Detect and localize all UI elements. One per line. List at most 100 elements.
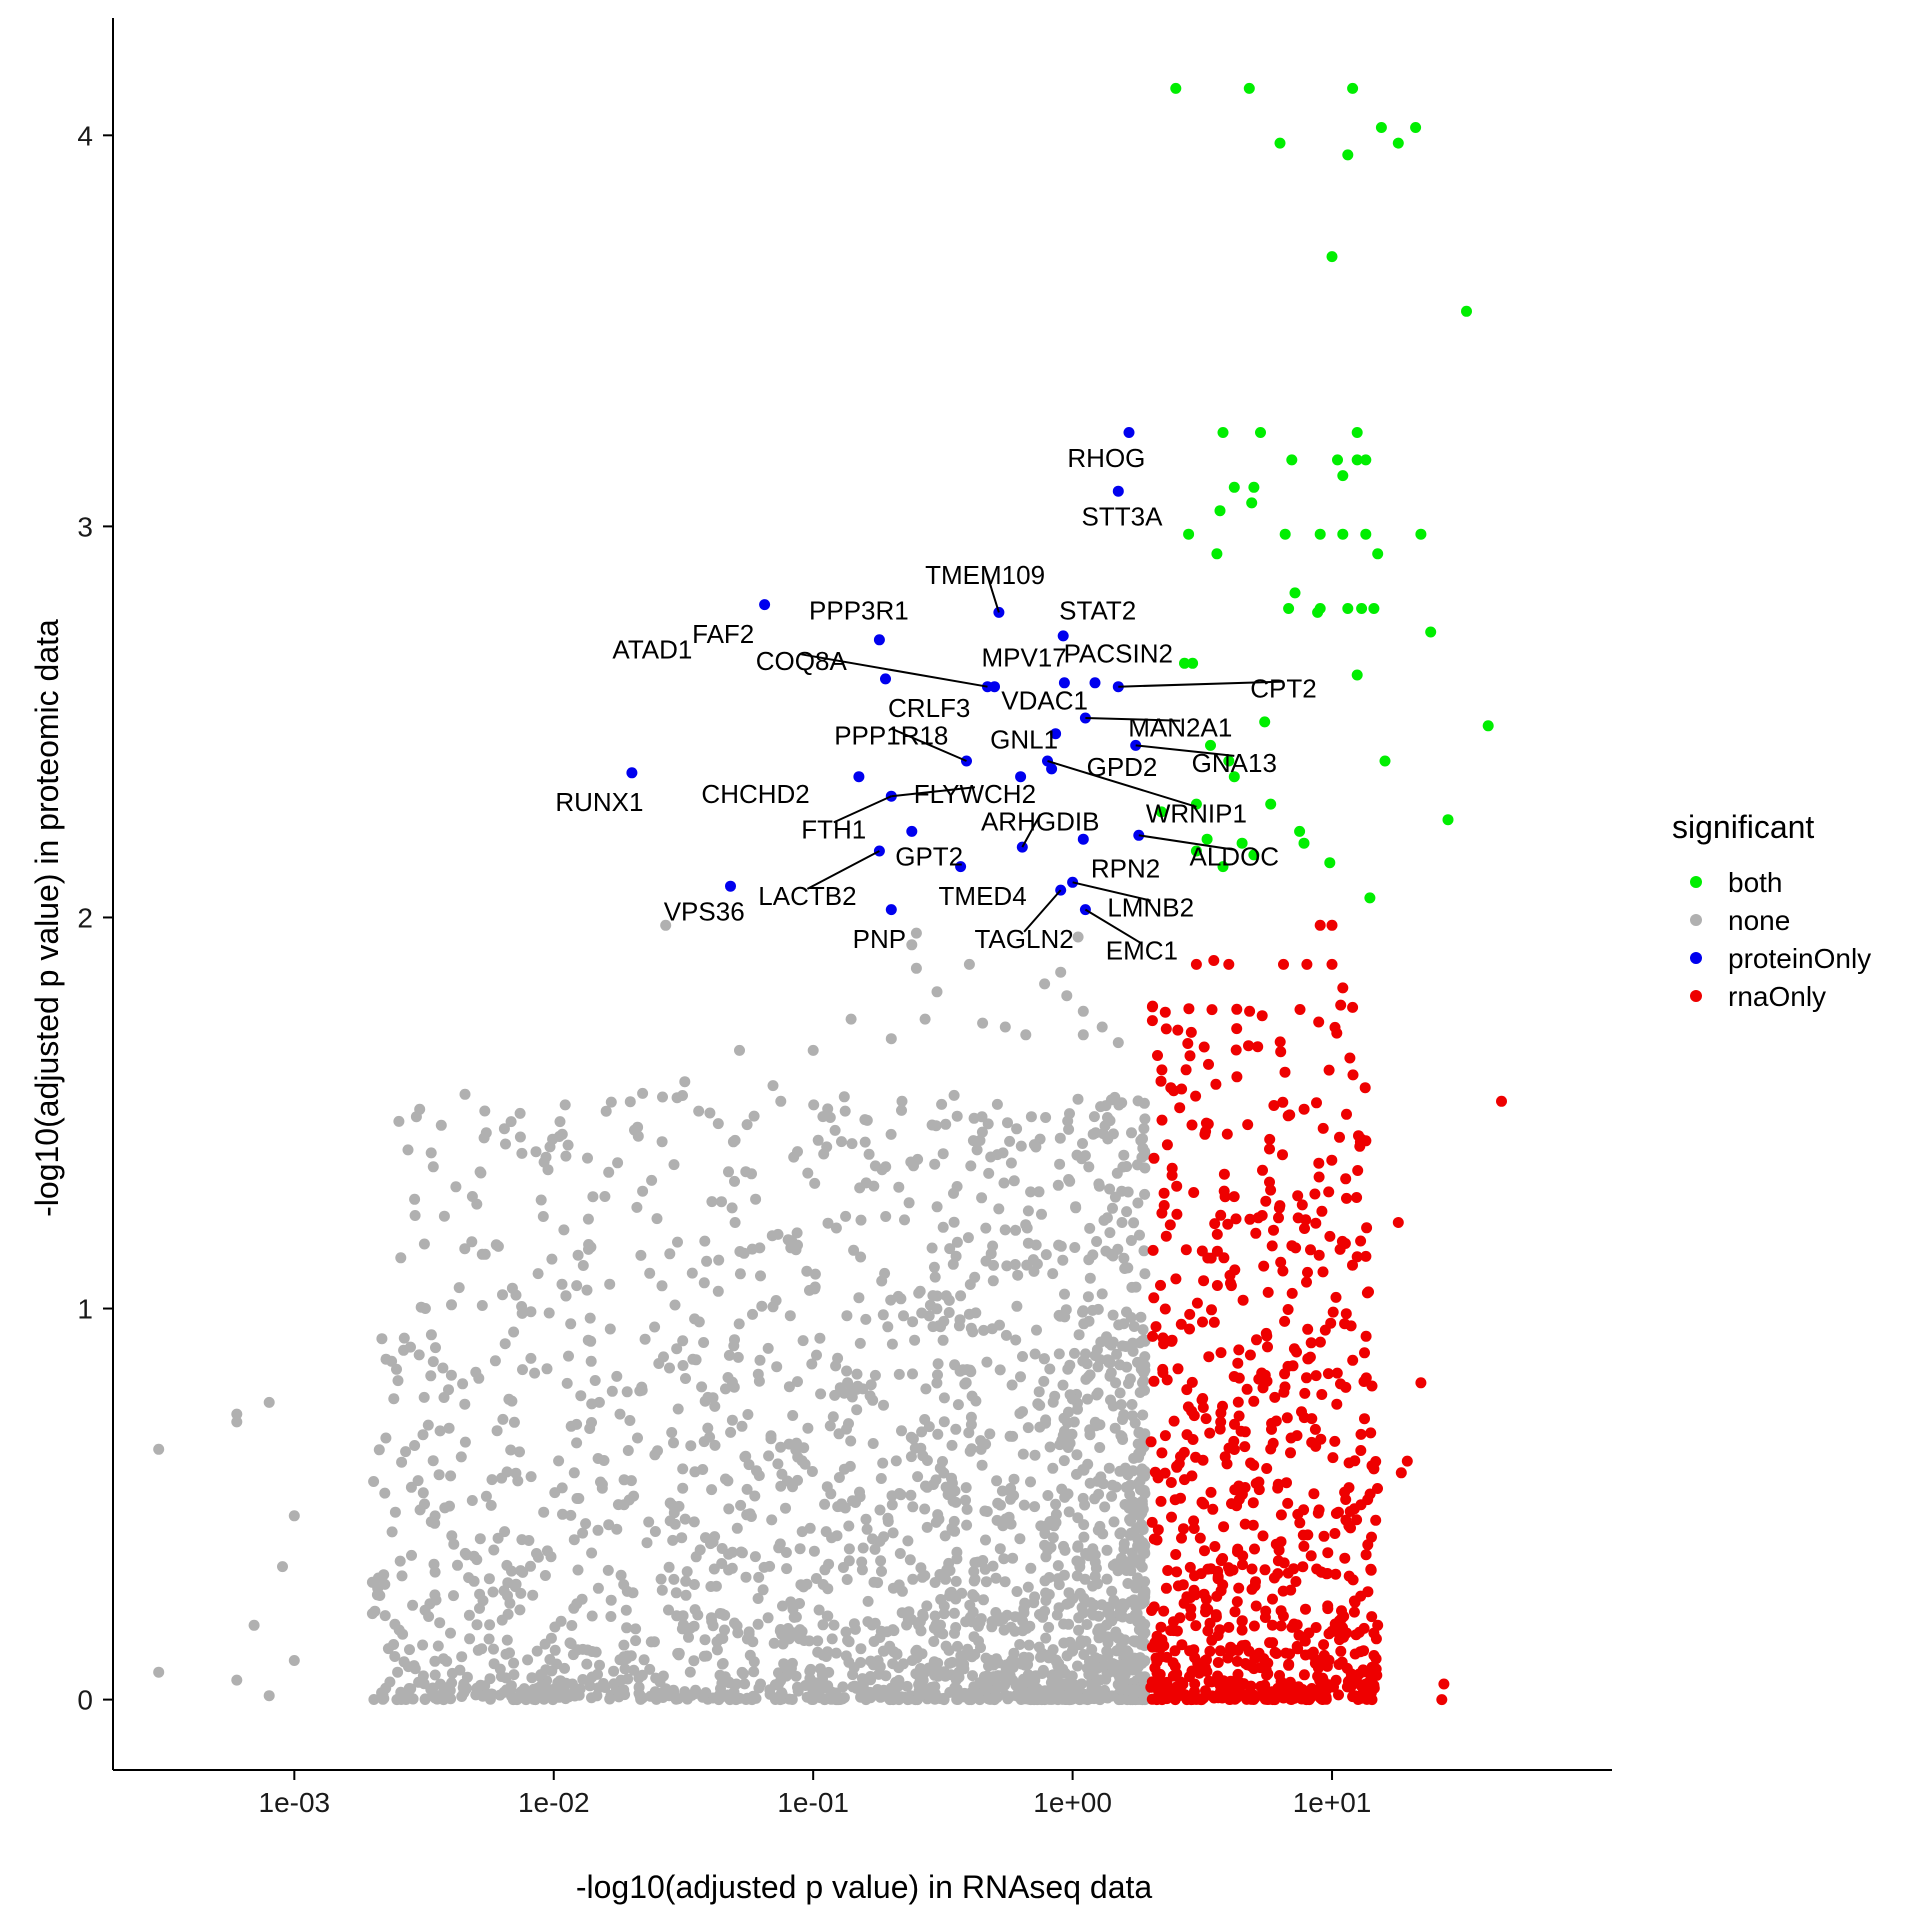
point-none bbox=[509, 1581, 521, 1593]
point-rnaOnly bbox=[1308, 1488, 1320, 1500]
point-none bbox=[944, 1657, 956, 1669]
point-none bbox=[1077, 1492, 1089, 1504]
point-none bbox=[576, 1593, 588, 1605]
point-none bbox=[618, 1688, 630, 1700]
point-proteinOnly bbox=[626, 767, 638, 779]
point-none bbox=[961, 1519, 973, 1531]
point-none bbox=[980, 1222, 992, 1234]
point-none bbox=[966, 1651, 978, 1663]
point-rnaOnly bbox=[1300, 1603, 1311, 1615]
point-rnaOnly bbox=[1203, 1058, 1214, 1070]
point-none bbox=[685, 1440, 697, 1452]
point-none bbox=[529, 1367, 541, 1379]
point-none bbox=[1034, 1399, 1046, 1411]
point-none bbox=[953, 1320, 965, 1332]
point-none bbox=[477, 1690, 489, 1702]
point-none bbox=[1137, 1688, 1149, 1700]
point-none bbox=[650, 1672, 662, 1684]
point-rnaOnly bbox=[1323, 1186, 1335, 1198]
point-none bbox=[929, 1271, 941, 1283]
point-rnaOnly bbox=[1279, 1368, 1291, 1380]
point-none bbox=[917, 1610, 929, 1622]
point-none bbox=[502, 1608, 514, 1620]
point-none bbox=[919, 1503, 931, 1515]
point-none bbox=[248, 1619, 260, 1631]
point-rnaOnly bbox=[1253, 1373, 1265, 1385]
point-none bbox=[438, 1684, 450, 1696]
point-rnaOnly bbox=[1251, 1334, 1262, 1346]
point-none bbox=[559, 1099, 571, 1111]
point-none bbox=[639, 1333, 651, 1345]
point-none bbox=[748, 1666, 760, 1678]
point-none bbox=[531, 1645, 543, 1657]
point-none bbox=[1061, 990, 1073, 1002]
point-none bbox=[492, 1240, 504, 1252]
point-none bbox=[817, 1579, 829, 1590]
point-none bbox=[869, 1543, 881, 1555]
point-rnaOnly bbox=[1344, 1052, 1356, 1064]
point-none bbox=[813, 1604, 825, 1616]
point-none bbox=[1090, 1652, 1102, 1664]
point-none bbox=[558, 1687, 570, 1699]
point-none bbox=[636, 1384, 648, 1396]
point-none bbox=[581, 1284, 593, 1296]
point-none bbox=[1117, 1161, 1129, 1173]
point-rnaOnly bbox=[1166, 1511, 1177, 1523]
point-none bbox=[926, 1119, 938, 1131]
point-rnaOnly bbox=[1237, 1559, 1248, 1571]
point-none bbox=[1106, 1585, 1118, 1597]
point-rnaOnly bbox=[1296, 1406, 1307, 1418]
point-none bbox=[1111, 1645, 1123, 1657]
point-proteinOnly bbox=[1112, 485, 1124, 497]
point-rnaOnly bbox=[1341, 1192, 1352, 1204]
point-rnaOnly bbox=[1355, 1428, 1367, 1440]
point-none bbox=[500, 1138, 511, 1150]
point-none bbox=[899, 1214, 910, 1226]
point-none bbox=[867, 1533, 878, 1545]
point-none bbox=[1025, 1476, 1036, 1488]
point-none bbox=[952, 1399, 964, 1411]
point-rnaOnly bbox=[1303, 1688, 1315, 1700]
point-rnaOnly bbox=[1246, 1583, 1258, 1595]
point-none bbox=[445, 1627, 456, 1639]
point-none bbox=[982, 1118, 994, 1130]
point-none bbox=[730, 1694, 742, 1706]
leader-line-gna13 bbox=[1135, 744, 1235, 757]
point-none bbox=[624, 1415, 636, 1426]
point-none bbox=[568, 1467, 580, 1479]
point-rnaOnly bbox=[1335, 1378, 1346, 1390]
point-none bbox=[686, 1689, 698, 1701]
point-rnaOnly bbox=[1326, 1625, 1338, 1637]
point-rnaOnly bbox=[1166, 1169, 1178, 1181]
point-none bbox=[417, 1429, 429, 1441]
point-none bbox=[471, 1198, 483, 1210]
point-none bbox=[843, 1656, 855, 1668]
point-none bbox=[501, 1634, 513, 1646]
point-none bbox=[688, 1655, 700, 1667]
gene-label-cpt2: CPT2 bbox=[1250, 673, 1316, 703]
point-none bbox=[735, 1499, 747, 1511]
point-rnaOnly bbox=[1316, 1389, 1328, 1400]
point-rnaOnly bbox=[1150, 1321, 1162, 1333]
point-none bbox=[736, 1420, 748, 1432]
point-both bbox=[1289, 587, 1301, 599]
point-none bbox=[603, 1519, 615, 1531]
point-none bbox=[1020, 1029, 1032, 1041]
point-none bbox=[1122, 1262, 1134, 1274]
point-none bbox=[971, 1144, 983, 1156]
point-none bbox=[1110, 1481, 1122, 1493]
point-none bbox=[723, 1503, 735, 1515]
point-both bbox=[1425, 626, 1437, 638]
point-none bbox=[1121, 1206, 1133, 1218]
point-rnaOnly bbox=[1279, 1066, 1291, 1078]
point-proteinOnly bbox=[873, 634, 885, 646]
point-none bbox=[1054, 1132, 1066, 1144]
point-both bbox=[1324, 857, 1336, 869]
point-none bbox=[400, 1446, 412, 1458]
point-none bbox=[949, 1485, 961, 1497]
point-rnaOnly bbox=[1331, 1398, 1343, 1410]
point-rnaOnly bbox=[1219, 1451, 1231, 1463]
point-rnaOnly bbox=[1310, 1217, 1322, 1229]
point-none bbox=[677, 1482, 689, 1494]
point-none bbox=[1087, 1609, 1099, 1621]
